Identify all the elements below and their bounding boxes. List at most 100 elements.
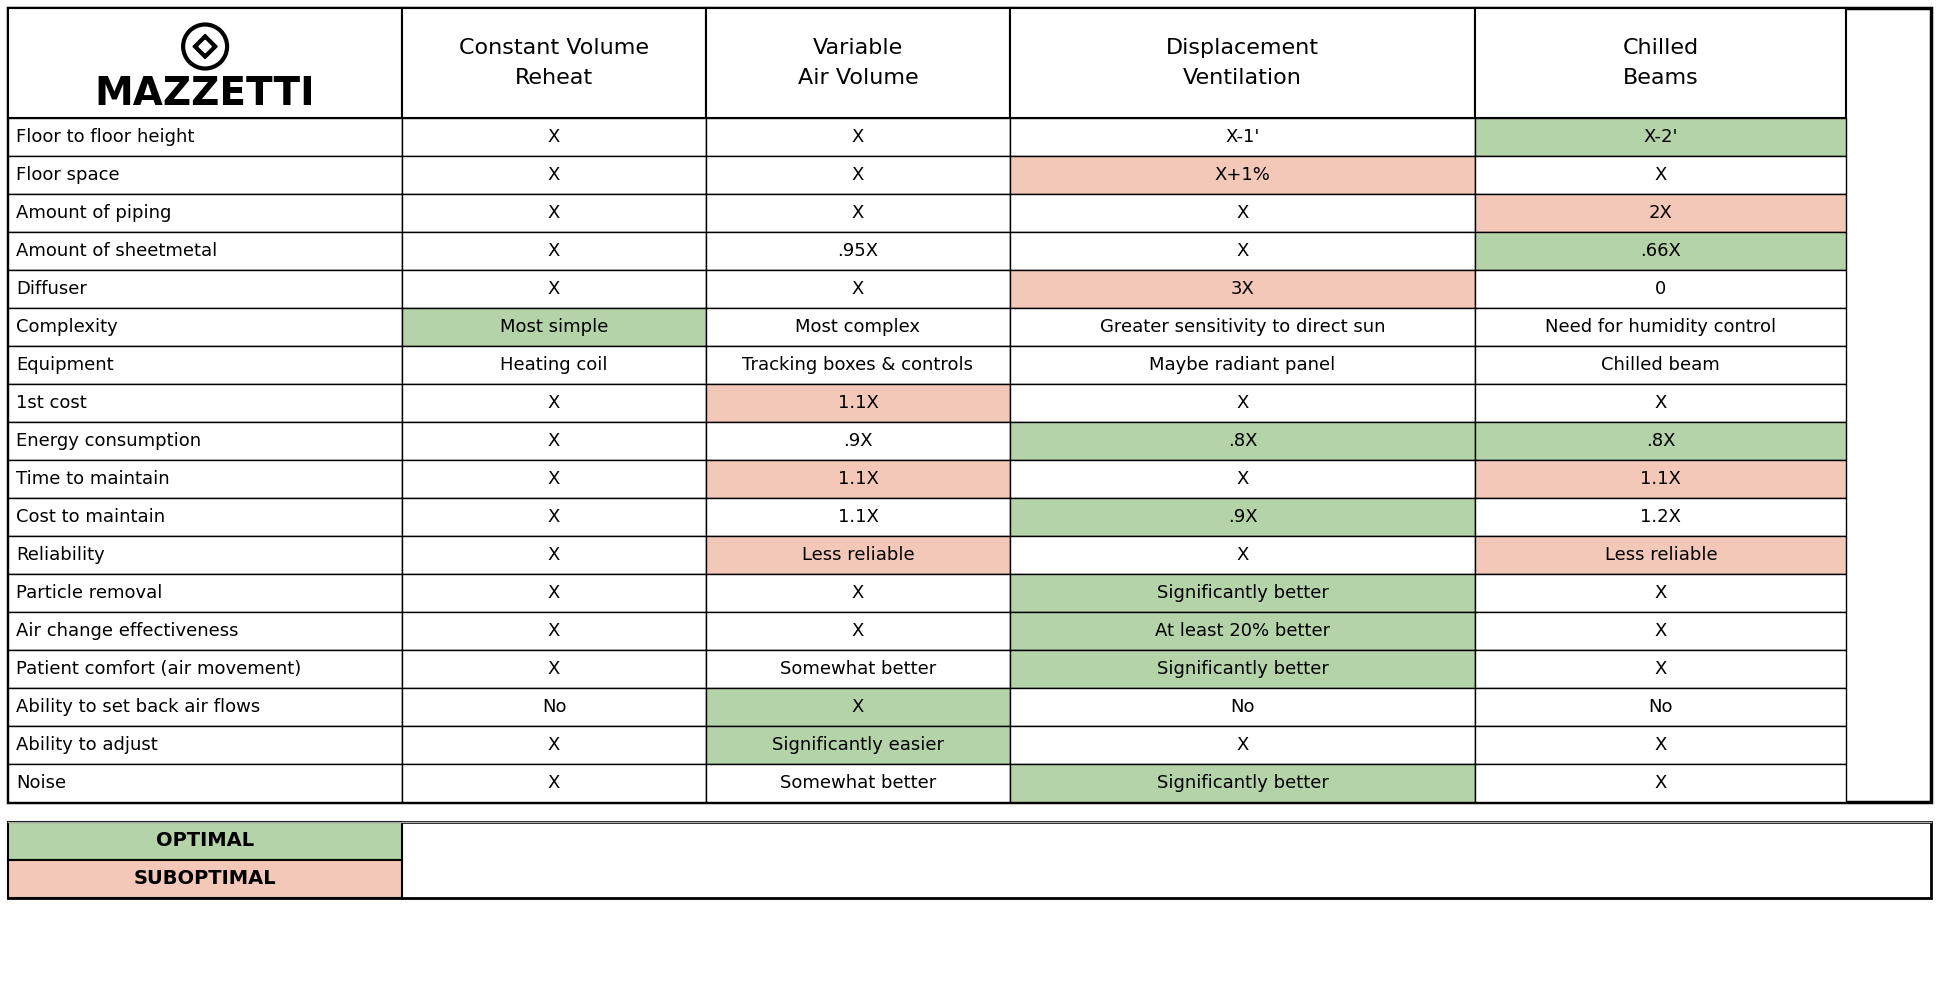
Text: OPTIMAL: OPTIMAL <box>155 832 254 850</box>
Text: Less reliable: Less reliable <box>801 546 915 564</box>
Text: X: X <box>1654 622 1668 640</box>
Text: Somewhat better: Somewhat better <box>779 660 937 678</box>
Text: Maybe radiant panel: Maybe radiant panel <box>1150 356 1336 374</box>
Bar <box>8 194 401 232</box>
Text: Energy consumption: Energy consumption <box>16 432 202 450</box>
Bar <box>706 8 1010 118</box>
Text: Most simple: Most simple <box>500 318 609 336</box>
Bar <box>401 574 706 612</box>
Text: X: X <box>851 584 865 602</box>
Bar <box>706 612 1010 650</box>
Bar <box>1476 650 1846 688</box>
Bar <box>1476 118 1846 156</box>
Bar <box>1476 346 1846 384</box>
Text: .8X: .8X <box>1227 432 1256 450</box>
Bar <box>401 612 706 650</box>
Polygon shape <box>194 34 217 59</box>
Text: MAZZETTI: MAZZETTI <box>95 75 316 113</box>
Bar <box>1476 460 1846 498</box>
Text: Air change effectiveness: Air change effectiveness <box>16 622 238 640</box>
Text: Amount of sheetmetal: Amount of sheetmetal <box>16 242 217 260</box>
Bar <box>706 688 1010 726</box>
Bar <box>1476 688 1846 726</box>
Bar <box>401 8 706 118</box>
Bar <box>401 650 706 688</box>
Text: Equipment: Equipment <box>16 356 114 374</box>
Text: Less reliable: Less reliable <box>1604 546 1718 564</box>
Bar <box>706 308 1010 346</box>
Bar <box>706 460 1010 498</box>
Text: Ability to adjust: Ability to adjust <box>16 736 157 754</box>
Bar <box>401 194 706 232</box>
Text: X: X <box>549 242 560 260</box>
Bar <box>1010 156 1476 194</box>
Text: .8X: .8X <box>1646 432 1675 450</box>
Bar <box>1010 232 1476 270</box>
Bar <box>706 384 1010 422</box>
Bar <box>1476 8 1846 118</box>
Text: X: X <box>1654 584 1668 602</box>
Bar <box>1476 270 1846 308</box>
Bar <box>706 270 1010 308</box>
Text: X: X <box>1654 660 1668 678</box>
Bar <box>706 232 1010 270</box>
Bar <box>8 8 401 118</box>
Text: No: No <box>541 698 566 716</box>
Text: Floor space: Floor space <box>16 166 120 184</box>
Bar <box>1010 118 1476 156</box>
Text: X: X <box>549 280 560 298</box>
Text: Variable
Air Volume: Variable Air Volume <box>797 38 919 88</box>
Bar <box>401 764 706 802</box>
Text: Significantly easier: Significantly easier <box>772 736 944 754</box>
Bar <box>1476 612 1846 650</box>
Text: X: X <box>1654 736 1668 754</box>
Bar <box>706 574 1010 612</box>
Bar <box>1010 650 1476 688</box>
Bar <box>401 422 706 460</box>
Text: SUBOPTIMAL: SUBOPTIMAL <box>134 869 277 888</box>
Text: X: X <box>851 698 865 716</box>
Bar <box>706 764 1010 802</box>
Text: Somewhat better: Somewhat better <box>779 774 937 792</box>
Text: X: X <box>1237 470 1249 488</box>
Bar <box>401 460 706 498</box>
Bar <box>8 498 401 536</box>
Bar <box>1476 232 1846 270</box>
Text: 1.1X: 1.1X <box>838 394 878 412</box>
Text: 3X: 3X <box>1231 280 1255 298</box>
Text: X: X <box>549 204 560 222</box>
Text: No: No <box>1231 698 1255 716</box>
Bar <box>8 232 401 270</box>
Bar <box>1010 764 1476 802</box>
Bar <box>1010 270 1476 308</box>
Text: X-1': X-1' <box>1225 128 1260 146</box>
Polygon shape <box>200 40 211 53</box>
Bar <box>8 822 401 860</box>
Bar <box>401 118 706 156</box>
Bar <box>1010 612 1476 650</box>
Bar <box>1476 384 1846 422</box>
Bar <box>1010 726 1476 764</box>
Bar <box>8 612 401 650</box>
Text: X: X <box>549 584 560 602</box>
Bar <box>8 822 1931 898</box>
Bar <box>401 384 706 422</box>
Text: X: X <box>1237 242 1249 260</box>
Bar <box>1476 498 1846 536</box>
Text: Noise: Noise <box>16 774 66 792</box>
Text: X: X <box>549 736 560 754</box>
Bar <box>1010 422 1476 460</box>
Text: 1.1X: 1.1X <box>838 508 878 526</box>
Bar <box>401 726 706 764</box>
Bar <box>1010 688 1476 726</box>
Bar <box>8 8 1931 802</box>
Text: Cost to maintain: Cost to maintain <box>16 508 165 526</box>
Text: X: X <box>549 470 560 488</box>
Bar <box>706 498 1010 536</box>
Text: X: X <box>1237 736 1249 754</box>
Text: X: X <box>1237 546 1249 564</box>
Bar <box>8 764 401 802</box>
Bar <box>401 156 706 194</box>
Bar <box>8 346 401 384</box>
Text: X: X <box>1237 394 1249 412</box>
